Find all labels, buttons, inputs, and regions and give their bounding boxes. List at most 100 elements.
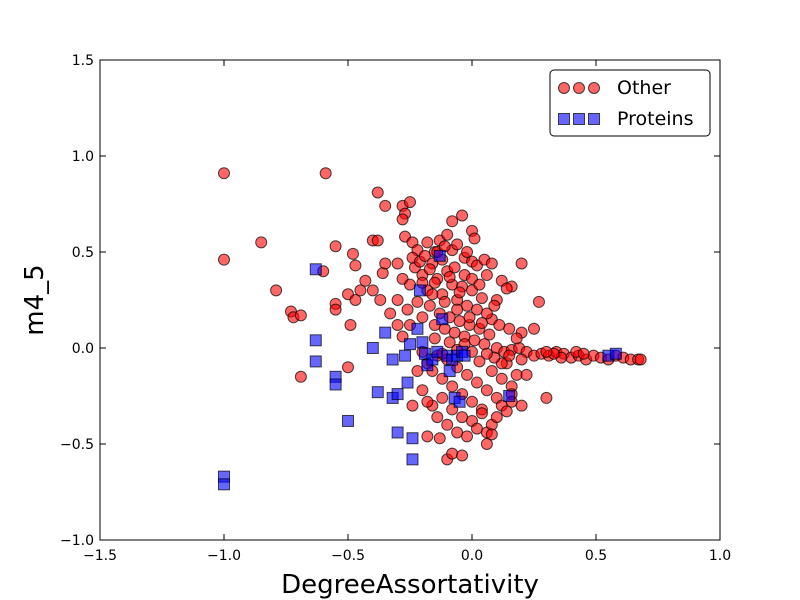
data-point-proteins — [329, 378, 342, 391]
data-point-other — [510, 368, 523, 381]
legend-marker — [573, 82, 585, 94]
y-tick-label: 0.5 — [72, 245, 94, 261]
data-point-other — [490, 411, 503, 424]
data-point-proteins — [309, 263, 322, 276]
data-point-other — [456, 411, 469, 424]
data-point-other — [480, 269, 493, 282]
data-point-other — [270, 284, 283, 297]
data-point-other — [433, 432, 446, 445]
data-point-proteins — [309, 334, 322, 347]
data-point-other — [510, 332, 523, 345]
data-point-proteins — [386, 353, 399, 366]
y-tick-label: −0.5 — [60, 437, 94, 453]
data-point-other — [218, 253, 230, 266]
data-point-proteins — [404, 338, 416, 351]
data-point-other — [346, 247, 359, 260]
data-point-other — [503, 349, 516, 362]
y-tick-label: 0.0 — [72, 341, 94, 357]
legend: Other Proteins — [549, 69, 711, 137]
data-point-proteins — [379, 326, 392, 339]
data-point-other — [453, 315, 466, 328]
data-point-other — [374, 294, 387, 306]
data-point-other — [456, 209, 469, 222]
legend-marker — [573, 113, 585, 125]
legend-marker — [558, 113, 570, 125]
data-point-other — [480, 307, 493, 320]
data-point-other — [404, 196, 416, 209]
plot-area-frame — [99, 59, 721, 541]
x-tick-label: 0.5 — [585, 548, 607, 564]
data-point-other — [515, 353, 528, 366]
data-point-proteins — [391, 426, 404, 439]
legend-marker — [558, 82, 570, 94]
data-point-other — [329, 240, 342, 253]
data-point-proteins — [609, 347, 622, 360]
y-tick-label: 1.0 — [72, 149, 94, 165]
data-point-proteins — [436, 313, 449, 326]
data-point-other — [473, 355, 486, 368]
data-point-other — [384, 307, 397, 320]
data-point-other — [426, 288, 439, 301]
x-tick-label: 0.0 — [461, 548, 483, 564]
data-point-other — [342, 361, 354, 374]
y-axis-label: m4_5 — [20, 264, 50, 335]
data-point-other — [528, 322, 540, 335]
data-point-other — [404, 278, 416, 291]
data-point-proteins — [433, 249, 446, 262]
data-point-other — [391, 257, 404, 270]
data-point-other — [421, 395, 434, 408]
data-point-other — [359, 274, 372, 287]
data-point-other — [349, 259, 362, 272]
data-point-other — [466, 395, 478, 408]
x-tick-label: 1.0 — [709, 548, 731, 564]
data-point-other — [461, 246, 474, 258]
data-point-proteins — [443, 365, 456, 378]
legend-marker — [588, 113, 600, 125]
data-point-other — [475, 407, 488, 420]
data-point-other — [470, 376, 483, 389]
data-point-other — [451, 303, 464, 316]
data-point-other — [431, 411, 444, 424]
data-point-other — [423, 299, 436, 312]
data-point-other — [446, 215, 459, 228]
data-point-other — [411, 295, 424, 308]
data-point-other — [344, 318, 357, 331]
data-point-other — [416, 311, 429, 324]
data-point-proteins — [453, 395, 466, 408]
data-point-other — [577, 347, 590, 360]
data-point-other — [515, 399, 528, 412]
legend-other-marker — [558, 82, 600, 94]
legend-label-proteins: Proteins — [617, 108, 694, 130]
data-point-other — [218, 167, 230, 180]
data-point-other — [319, 167, 332, 180]
data-point-proteins — [431, 345, 444, 358]
data-point-proteins — [406, 432, 419, 445]
data-point-other — [446, 447, 459, 460]
data-point-other — [428, 276, 441, 289]
data-point-proteins — [391, 388, 404, 401]
data-point-proteins — [401, 376, 414, 389]
data-point-other — [520, 368, 533, 381]
series-proteins-points — [218, 249, 622, 491]
data-point-other — [475, 292, 488, 305]
data-point-other — [461, 430, 474, 443]
data-point-other — [540, 391, 553, 404]
data-point-other — [485, 428, 498, 441]
legend-marker — [588, 82, 600, 94]
data-point-other — [391, 294, 404, 306]
data-point-other — [480, 384, 493, 397]
data-point-other — [483, 328, 496, 341]
data-point-other — [436, 391, 449, 404]
series-other-points — [218, 167, 647, 466]
data-point-proteins — [309, 355, 322, 368]
data-point-other — [428, 332, 441, 345]
data-point-proteins — [413, 284, 426, 297]
data-point-other — [461, 299, 474, 312]
data-point-other — [532, 295, 545, 308]
data-point-other — [480, 438, 493, 450]
data-point-other — [371, 234, 384, 247]
data-point-other — [500, 405, 513, 418]
data-point-other — [443, 270, 456, 283]
data-point-other — [451, 238, 464, 251]
data-point-other — [371, 186, 384, 199]
